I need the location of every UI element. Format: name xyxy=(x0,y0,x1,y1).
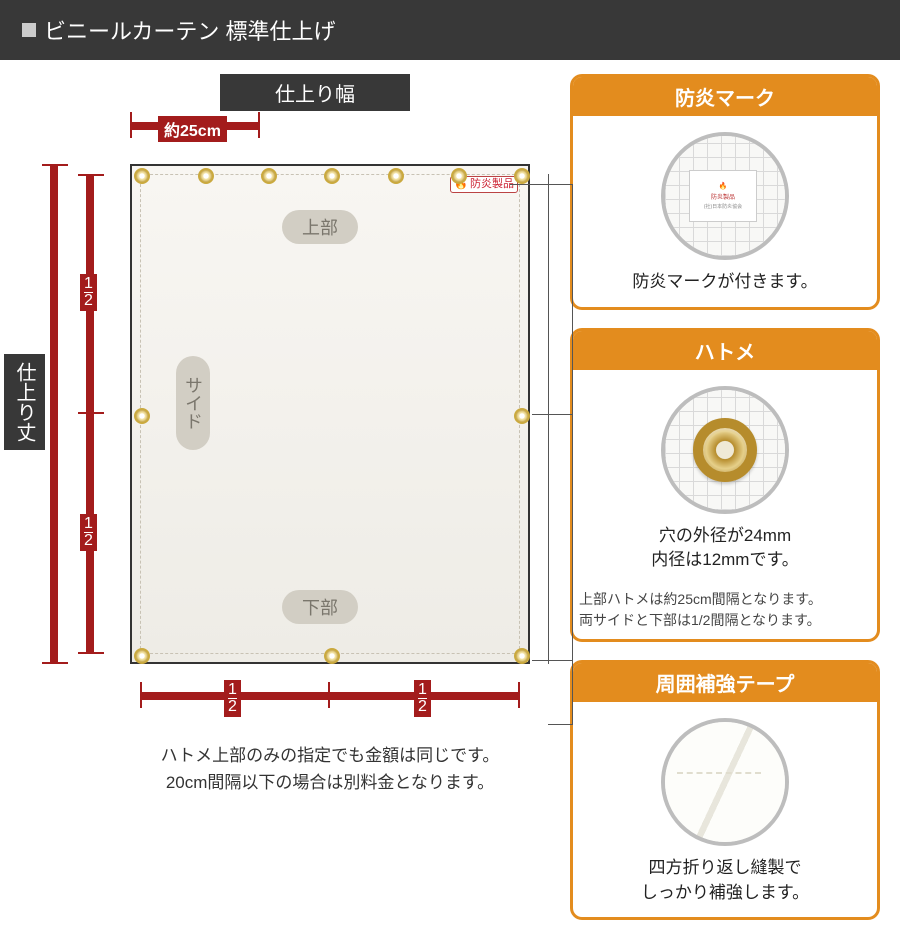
dim-bottom-half xyxy=(140,692,520,700)
footer-note: ハトメ上部のみの指定でも金額は同じです。 20cm間隔以下の場合は別料金となりま… xyxy=(120,742,540,796)
tick xyxy=(78,412,104,414)
tick xyxy=(258,112,260,138)
callout-eyelet: ハトメ 穴の外径が24mm 内径は12mmです。 上部ハトメは約25cm間隔とな… xyxy=(570,328,880,642)
header-bullet-icon xyxy=(22,23,36,37)
eyelet xyxy=(514,648,530,664)
callout-text: 防炎マークが付きます。 xyxy=(583,270,867,295)
pill-top: 上部 xyxy=(282,210,358,244)
section-header: ビニールカーテン 標準仕上げ xyxy=(0,0,900,60)
eyelet xyxy=(134,168,150,184)
eyelet-icon xyxy=(693,418,757,482)
dim-side-half-2: 12 xyxy=(80,514,97,551)
leader-line xyxy=(532,660,572,661)
diagram-area: 仕上り幅 約25cm 仕上り丈 12 12 12 12 上部 サイド xyxy=(0,74,570,894)
label-finish-width: 仕上り幅 xyxy=(220,74,410,111)
eyelet xyxy=(514,168,530,184)
eyelet xyxy=(388,168,404,184)
leader-line xyxy=(510,184,572,185)
callout-subtext: 上部ハトメは約25cm間隔となります。 両サイドと下部は1/2間隔となります。 xyxy=(573,589,877,639)
callout-text: 四方折り返し縫製で しっかり補強します。 xyxy=(583,856,867,905)
eyelet xyxy=(324,168,340,184)
callout-title: 周囲補強テープ xyxy=(573,663,877,702)
tick xyxy=(328,682,330,708)
fire-mark-card-icon: 🔥防炎製品(社)日本防炎協会 xyxy=(689,170,757,222)
leader-line xyxy=(532,414,572,415)
header-title: ビニールカーテン 標準仕上げ xyxy=(44,14,335,46)
eyelet xyxy=(324,648,340,664)
dim-bottom-half-1: 12 xyxy=(224,680,241,717)
dim-top-spacing-label: 約25cm xyxy=(158,116,227,142)
tick xyxy=(78,652,104,654)
eyelet xyxy=(514,408,530,424)
curtain-sheet: 上部 サイド 下部 🔥 防炎製品 xyxy=(130,164,530,664)
callout-text: 穴の外径が24mm 内径は12mmです。 xyxy=(583,524,867,573)
leader-line xyxy=(572,184,573,725)
tick xyxy=(518,682,520,708)
eyelet xyxy=(134,408,150,424)
tick xyxy=(78,174,104,176)
leader-line xyxy=(548,174,549,664)
footer-line-1: ハトメ上部のみの指定でも金額は同じです。 xyxy=(161,746,500,765)
leader-line xyxy=(548,724,572,725)
thumb-fire-mark: 🔥防炎製品(社)日本防炎協会 xyxy=(661,132,789,260)
eyelet xyxy=(451,168,467,184)
dim-side-half xyxy=(86,174,94,654)
dim-full-height xyxy=(50,164,58,664)
pill-side: サイド xyxy=(176,356,210,450)
tick xyxy=(130,112,132,138)
tick xyxy=(140,682,142,708)
thumb-eyelet xyxy=(661,386,789,514)
dim-bottom-half-2: 12 xyxy=(414,680,431,717)
callout-title: ハトメ xyxy=(573,331,877,370)
tick xyxy=(42,662,68,664)
fire-tag-text: 防炎製品 xyxy=(470,179,514,190)
eyelet xyxy=(134,648,150,664)
label-finish-height: 仕上り丈 xyxy=(4,354,45,450)
callout-fire-mark: 防炎マーク 🔥防炎製品(社)日本防炎協会 防炎マークが付きます。 xyxy=(570,74,880,310)
callout-title: 防炎マーク xyxy=(573,77,877,116)
thumb-tape xyxy=(661,718,789,846)
pill-bottom: 下部 xyxy=(282,590,358,624)
dim-side-half-1: 12 xyxy=(80,274,97,311)
eyelet xyxy=(198,168,214,184)
footer-line-2: 20cm間隔以下の場合は別料金となります。 xyxy=(166,773,494,792)
content-row: 仕上り幅 約25cm 仕上り丈 12 12 12 12 上部 サイド xyxy=(0,60,900,938)
callouts-column: 防炎マーク 🔥防炎製品(社)日本防炎協会 防炎マークが付きます。 ハトメ 穴の外… xyxy=(570,74,890,938)
tick xyxy=(42,164,68,166)
eyelet xyxy=(261,168,277,184)
callout-reinforce-tape: 周囲補強テープ 四方折り返し縫製で しっかり補強します。 xyxy=(570,660,880,920)
